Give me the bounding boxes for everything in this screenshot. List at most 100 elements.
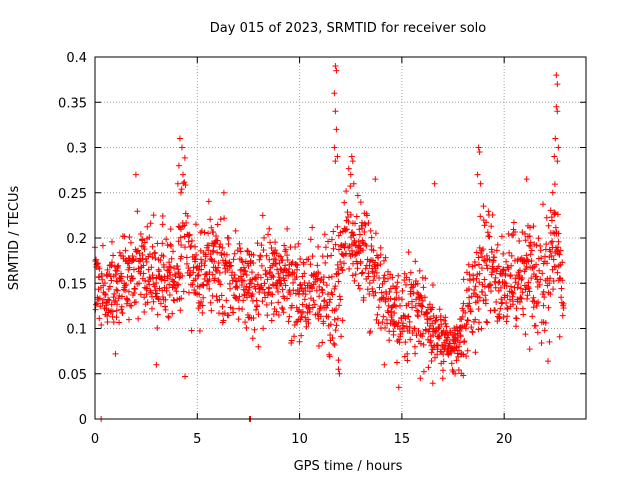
data-point xyxy=(557,247,564,254)
data-point xyxy=(368,234,375,241)
data-point xyxy=(473,275,480,282)
data-point xyxy=(332,108,339,115)
data-point xyxy=(555,262,562,269)
data-point xyxy=(510,290,517,297)
data-point xyxy=(370,277,377,284)
data-point xyxy=(310,297,317,304)
y-tick-label: 0.35 xyxy=(58,96,87,111)
data-point xyxy=(223,251,230,258)
data-point xyxy=(382,324,389,331)
data-point xyxy=(309,253,316,260)
data-point xyxy=(447,327,454,334)
data-point xyxy=(491,254,498,261)
data-point xyxy=(248,269,255,276)
data-point xyxy=(523,252,530,259)
data-point xyxy=(473,249,480,256)
data-point xyxy=(346,265,353,272)
data-point xyxy=(560,304,567,311)
data-point xyxy=(96,274,103,281)
data-point xyxy=(295,240,302,247)
y-tick-label: 0.05 xyxy=(58,368,87,383)
data-point xyxy=(537,247,544,254)
data-point xyxy=(490,266,497,273)
data-point xyxy=(347,183,354,190)
data-point xyxy=(555,230,562,237)
data-point xyxy=(416,267,423,274)
data-point xyxy=(384,275,391,282)
data-point xyxy=(276,274,283,281)
data-point xyxy=(315,270,322,277)
data-point xyxy=(545,222,552,229)
data-point xyxy=(440,358,447,365)
data-point xyxy=(365,219,372,226)
data-point xyxy=(171,297,178,304)
data-point xyxy=(305,320,312,327)
data-point xyxy=(373,316,380,323)
data-point xyxy=(163,287,170,294)
data-point xyxy=(272,239,279,246)
data-point xyxy=(224,267,231,274)
data-point xyxy=(540,201,547,208)
data-point xyxy=(254,240,261,247)
data-point xyxy=(243,294,250,301)
data-point xyxy=(188,237,195,244)
data-point xyxy=(331,90,338,97)
data-point xyxy=(525,285,532,292)
data-point xyxy=(299,301,306,308)
data-point xyxy=(412,350,419,357)
data-point xyxy=(279,306,286,313)
y-tick-label: 0 xyxy=(79,413,87,428)
data-point xyxy=(428,349,435,356)
data-point xyxy=(328,252,335,259)
data-point xyxy=(297,281,304,288)
data-point xyxy=(159,240,166,247)
data-point xyxy=(180,288,187,295)
data-point xyxy=(185,264,192,271)
data-point xyxy=(362,265,369,272)
data-point xyxy=(179,171,186,178)
data-point xyxy=(513,305,520,312)
data-point xyxy=(406,318,413,325)
data-point xyxy=(339,267,346,274)
data-point xyxy=(556,333,563,340)
data-point xyxy=(260,325,267,332)
data-point xyxy=(113,286,120,293)
data-point xyxy=(328,273,335,280)
data-point xyxy=(143,291,150,298)
data-point xyxy=(330,228,337,235)
data-point xyxy=(408,284,415,291)
y-tick-labels: 0 0.05 0.1 0.15 0.2 0.25 0.3 0.35 0.4 xyxy=(58,51,87,428)
data-point xyxy=(372,265,379,272)
data-point xyxy=(361,229,368,236)
data-point xyxy=(462,309,469,316)
data-point xyxy=(359,239,366,246)
data-point xyxy=(272,247,279,254)
data-point xyxy=(540,302,547,309)
data-point xyxy=(529,313,536,320)
data-point xyxy=(305,256,312,263)
data-point xyxy=(381,278,388,285)
data-point xyxy=(239,306,246,313)
data-point xyxy=(286,313,293,320)
data-point xyxy=(296,306,303,313)
data-point xyxy=(527,239,534,246)
data-point xyxy=(298,332,305,339)
data-point xyxy=(526,346,533,353)
data-point xyxy=(393,289,400,296)
data-point xyxy=(188,327,195,334)
data-point xyxy=(465,261,472,268)
data-point xyxy=(500,267,507,274)
data-point xyxy=(454,350,461,357)
data-point xyxy=(388,313,395,320)
data-point xyxy=(508,252,515,259)
data-point xyxy=(529,264,536,271)
data-point xyxy=(185,238,192,245)
data-point xyxy=(158,274,165,281)
data-point xyxy=(552,135,559,142)
data-point xyxy=(167,272,174,279)
data-point xyxy=(129,252,136,259)
data-point xyxy=(205,242,212,249)
data-point xyxy=(223,297,230,304)
data-point xyxy=(332,63,339,70)
x-tick-label: 0 xyxy=(91,432,99,447)
